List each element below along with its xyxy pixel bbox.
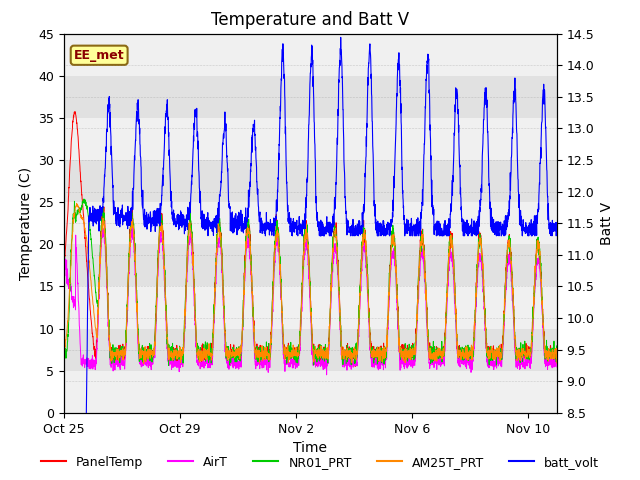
- Bar: [64, 328, 557, 371]
- Title: Temperature and Batt V: Temperature and Batt V: [211, 11, 410, 29]
- Bar: [64, 76, 557, 118]
- Text: EE_met: EE_met: [74, 49, 125, 62]
- Y-axis label: Temperature (C): Temperature (C): [19, 167, 33, 280]
- Legend: PanelTemp, AirT, NR01_PRT, AM25T_PRT, batt_volt: PanelTemp, AirT, NR01_PRT, AM25T_PRT, ba…: [36, 451, 604, 474]
- Bar: [64, 244, 557, 287]
- Bar: [64, 160, 557, 202]
- Y-axis label: Batt V: Batt V: [600, 202, 614, 245]
- X-axis label: Time: Time: [293, 441, 328, 455]
